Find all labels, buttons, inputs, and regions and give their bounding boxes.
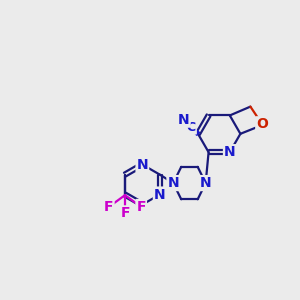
Text: N: N	[154, 188, 166, 202]
Text: F: F	[136, 200, 146, 214]
Text: N: N	[136, 158, 148, 172]
Text: F: F	[120, 206, 130, 220]
Text: N: N	[178, 112, 190, 127]
Text: F: F	[104, 200, 114, 214]
Text: O: O	[256, 117, 268, 131]
Text: N: N	[224, 145, 236, 159]
Text: N: N	[167, 176, 179, 190]
Text: N: N	[200, 176, 212, 190]
Text: C: C	[187, 121, 196, 134]
